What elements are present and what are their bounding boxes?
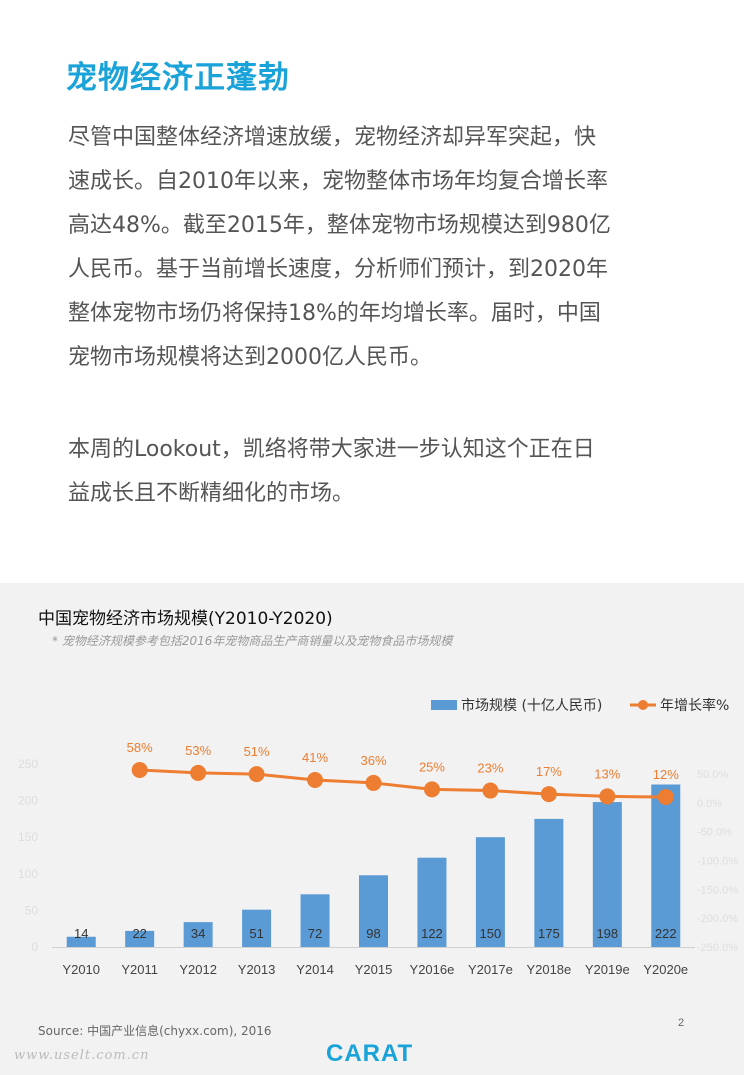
bar-value-label: 72 <box>308 926 322 941</box>
right-axis-tick: 0.0% <box>697 798 722 810</box>
x-tick-label: Y2017e <box>468 962 513 977</box>
growth-rate-point <box>365 774 382 791</box>
paragraph-line: 整体宠物市场仍将保持18%的年均增长率。届时，中国 <box>68 301 601 326</box>
bar-value-label: 22 <box>132 926 146 941</box>
right-axis-tick: -100.0% <box>697 856 738 868</box>
growth-rate-label: 25% <box>419 759 445 774</box>
left-axis-tick: 100 <box>18 867 38 881</box>
bar-value-label: 222 <box>655 926 677 941</box>
x-tick-label: Y2018e <box>526 962 571 977</box>
page-title: 宠物经济正蓬勃 <box>66 60 290 96</box>
carat-logo: CARAT <box>326 1040 414 1067</box>
growth-rate-point <box>599 788 616 805</box>
x-tick-label: Y2015 <box>355 962 393 977</box>
growth-rate-line <box>139 768 666 799</box>
bar-value-label: 150 <box>480 926 502 941</box>
legend-line-marker <box>638 700 648 710</box>
bar-value-label: 34 <box>191 926 205 941</box>
x-tick-label: Y2011 <box>121 962 158 977</box>
market-size-chart: 0 50 100 150 200 250 50.0% 0.0% -50.0% -100.0% -15… <box>18 697 738 977</box>
growth-rate-label: 53% <box>185 743 211 758</box>
right-axis-tick: -250.0% <box>697 942 738 954</box>
legend-bar-swatch <box>431 700 457 710</box>
growth-rate-point <box>657 789 674 805</box>
bar <box>66 936 96 947</box>
bar <box>534 818 564 947</box>
right-axis-tick: -200.0% <box>697 913 738 925</box>
x-tick-label: Y2019e <box>585 962 630 977</box>
paragraph-line: 益成长且不断精细化的市场。 <box>68 481 355 506</box>
bar-value-label: 51 <box>249 926 263 941</box>
bar-value-label: 122 <box>421 926 443 941</box>
bar-value-label: 14 <box>74 926 88 941</box>
paragraph-line: 高达48%。截至2015年，整体宠物市场规模达到980亿 <box>68 213 611 238</box>
bar <box>300 894 330 947</box>
bar <box>651 784 681 947</box>
paragraph-line: 尽管中国整体经济增速放缓，宠物经济却异军突起，快 <box>68 125 597 150</box>
x-tick-label: Y2016e <box>410 962 455 977</box>
growth-rate-label: 58% <box>127 740 153 755</box>
chart-note: * 宠物经济规模参考包括2016年宠物商品生产商销量以及宠物食品市场规模 <box>52 634 453 648</box>
paragraph-line: 人民币。基于当前增长速度，分析师们预计，到2020年 <box>68 257 608 282</box>
bar <box>125 930 155 947</box>
bar-value-label: 98 <box>366 926 380 941</box>
page-number: 2 <box>678 1017 685 1029</box>
source-text: Source: 中国产业信息(chyxx.com), 2016 <box>38 1024 272 1038</box>
left-axis-tick: 200 <box>18 794 38 808</box>
right-axis-tick: 50.0% <box>697 769 728 781</box>
growth-rate-point <box>482 782 499 799</box>
growth-rate-label: 17% <box>536 764 562 779</box>
chart-title: 中国宠物经济市场规模(Y2010-Y2020) <box>38 609 333 629</box>
left-axis-tick: 50 <box>25 903 39 917</box>
bar <box>417 857 447 947</box>
x-tick-label: Y2013 <box>238 962 276 977</box>
x-tick-label: Y2014 <box>296 962 334 977</box>
bar <box>359 875 388 947</box>
growth-rate-point <box>307 771 324 788</box>
growth-rate-label: 13% <box>594 766 620 781</box>
bar <box>592 802 622 947</box>
x-tick-label: Y2020e <box>643 962 688 977</box>
legend-line-label: 年增长率% <box>660 697 729 714</box>
left-axis-tick: 150 <box>18 830 38 844</box>
growth-rate-point <box>423 781 440 798</box>
intro-paragraph: 尽管中国整体经济增速放缓，宠物经济却异军突起，快 速成长。自2010年以来，宠物… <box>68 116 688 380</box>
left-axis-tick: 250 <box>18 757 38 771</box>
growth-rate-point <box>248 766 265 783</box>
growth-rate-label: 36% <box>360 753 386 768</box>
bar <box>242 909 272 947</box>
growth-rate-label: 23% <box>477 761 503 776</box>
growth-rate-label: 51% <box>244 744 270 759</box>
growth-rate-label: 12% <box>653 767 679 782</box>
growth-rate-label: 41% <box>302 750 328 765</box>
bar-value-label: 175 <box>538 926 560 941</box>
right-axis-tick: -150.0% <box>697 884 738 896</box>
paragraph-line: 宠物市场规模将达到2000亿人民币。 <box>68 345 432 370</box>
growth-rate-point <box>190 764 207 781</box>
legend-bar-label: 市场规模 (十亿人民币) <box>461 697 602 714</box>
bar-value-label: 198 <box>596 926 618 941</box>
x-tick-label: Y2012 <box>179 962 217 977</box>
bar <box>183 922 213 947</box>
paragraph-line: 速成长。自2010年以来，宠物整体市场年均复合增长率 <box>68 169 608 194</box>
left-axis-tick: 0 <box>31 940 38 954</box>
lookout-paragraph: 本周的Lookout，凯络将带大家进一步认知这个正在日 益成长且不断精细化的市场… <box>68 428 688 516</box>
bar <box>475 837 505 947</box>
growth-rate-point <box>540 786 557 803</box>
growth-rate-point <box>131 762 148 778</box>
x-tick-label: Y2010 <box>62 962 100 977</box>
watermark: www.uselt.com.cn <box>14 1048 150 1063</box>
paragraph-line: 本周的Lookout，凯络将带大家进一步认知这个正在日 <box>68 437 595 462</box>
right-axis-tick: -50.0% <box>697 827 732 839</box>
